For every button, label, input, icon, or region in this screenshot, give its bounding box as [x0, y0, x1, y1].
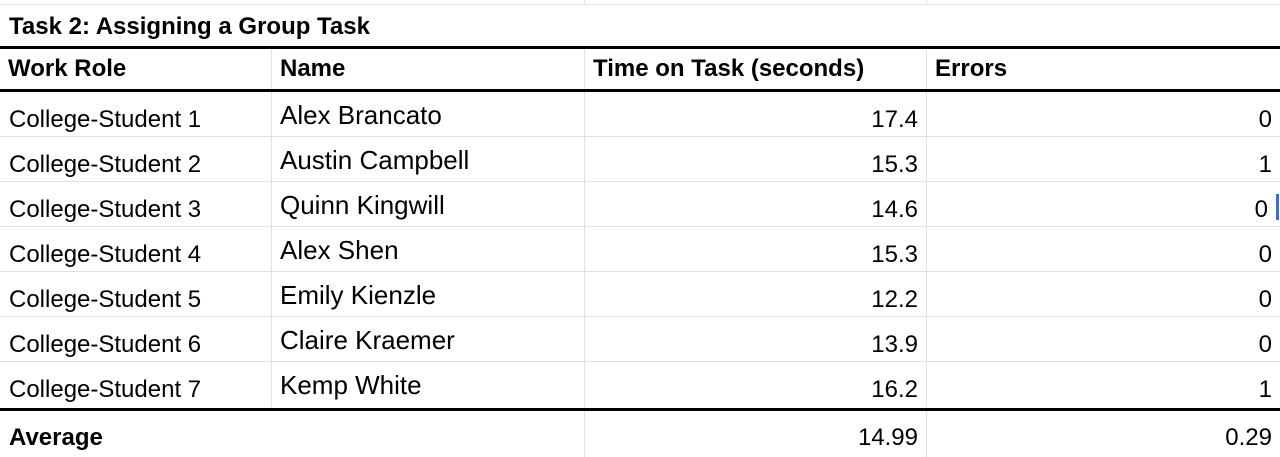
name-cell[interactable]: Alex Brancato	[272, 92, 585, 137]
time-cell[interactable]: 14.6	[585, 182, 927, 227]
table-row: College-Student 2 Austin Campbell 15.3 1	[0, 137, 1280, 182]
average-row: Average 14.99 0.29	[0, 408, 1280, 457]
name-cell[interactable]: Kemp White	[272, 362, 585, 407]
name-cell[interactable]: Alex Shen	[272, 227, 585, 272]
errors-cell[interactable]: 1	[1258, 376, 1272, 403]
work-role-cell[interactable]: College-Student 3	[0, 182, 272, 227]
name-cell[interactable]: Austin Campbell	[272, 137, 585, 182]
average-label-cell[interactable]: Average	[0, 411, 585, 457]
column-divider	[584, 0, 585, 4]
work-role-cell[interactable]: College-Student 1	[0, 92, 272, 137]
previous-row-edge	[0, 0, 1280, 5]
title-row[interactable]: Task 2: Assigning a Group Task	[0, 5, 1280, 49]
table-row: College-Student 6 Claire Kraemer 13.9 0	[0, 317, 1280, 362]
name-cell[interactable]: Claire Kraemer	[272, 317, 585, 362]
table-row: College-Student 3 Quinn Kingwill 14.6 0	[0, 182, 1280, 227]
work-role-cell[interactable]: College-Student 4	[0, 227, 272, 272]
work-role-cell[interactable]: College-Student 6	[0, 317, 272, 362]
work-role-cell[interactable]: College-Student 5	[0, 272, 272, 317]
errors-cell[interactable]: 0	[1258, 241, 1272, 268]
work-role-cell[interactable]: College-Student 7	[0, 362, 272, 407]
time-cell[interactable]: 16.2	[585, 362, 927, 407]
table-title: Task 2: Assigning a Group Task	[9, 13, 370, 40]
errors-cell[interactable]: 0	[1258, 286, 1272, 313]
average-label: Average	[9, 424, 103, 451]
name-cell[interactable]: Emily Kienzle	[272, 272, 585, 317]
header-cell-time[interactable]: Time on Task (seconds)	[585, 49, 927, 89]
table-row: College-Student 7 Kemp White 16.2 1	[0, 362, 1280, 408]
header-cell-work-role[interactable]: Work Role	[0, 49, 272, 89]
errors-cell[interactable]: 0	[1254, 196, 1268, 223]
cell-cursor	[1276, 194, 1279, 220]
time-cell[interactable]: 15.3	[585, 227, 927, 272]
average-errors-cell[interactable]: 0.29	[1225, 424, 1272, 451]
column-divider	[926, 0, 927, 4]
header-cell-name[interactable]: Name	[272, 49, 585, 89]
time-cell[interactable]: 17.4	[585, 92, 927, 137]
errors-cell[interactable]: 1	[1258, 151, 1272, 178]
average-time-cell[interactable]: 14.99	[585, 411, 927, 457]
header-row: Work Role Name Time on Task (seconds) Er…	[0, 49, 1280, 92]
header-work-role: Work Role	[8, 55, 127, 82]
table-row: College-Student 5 Emily Kienzle 12.2 0	[0, 272, 1280, 317]
name-cell[interactable]: Quinn Kingwill	[272, 182, 585, 227]
header-cell-errors[interactable]: Errors	[927, 49, 1280, 89]
errors-cell[interactable]: 0	[1258, 106, 1272, 133]
errors-cell[interactable]: 0	[1258, 331, 1272, 358]
work-role-cell[interactable]: College-Student 2	[0, 137, 272, 182]
table-row: College-Student 4 Alex Shen 15.3 0	[0, 227, 1280, 272]
time-cell[interactable]: 15.3	[585, 137, 927, 182]
header-time-on-task: Time on Task (seconds)	[593, 55, 865, 82]
header-name: Name	[280, 55, 346, 82]
time-cell[interactable]: 13.9	[585, 317, 927, 362]
header-errors: Errors	[935, 55, 1008, 82]
table-row: College-Student 1 Alex Brancato 17.4 0	[0, 92, 1280, 137]
time-cell[interactable]: 12.2	[585, 272, 927, 317]
